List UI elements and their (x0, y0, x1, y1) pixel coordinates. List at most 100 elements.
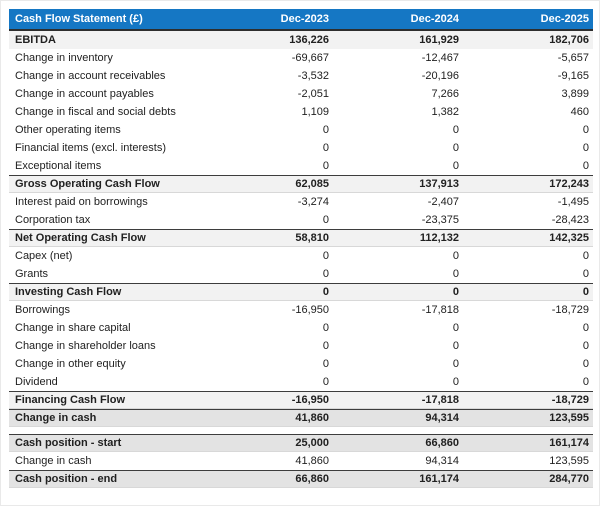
cell-value: -1,495 (557, 196, 589, 208)
row-label: Change in cash (15, 455, 92, 467)
table-row: Capex (net) 0 0 0 (9, 247, 593, 265)
cell-value: 0 (452, 268, 459, 280)
cell-value: 0 (452, 250, 459, 262)
row-label: Other operating items (15, 124, 121, 136)
cell-value: 0 (322, 286, 329, 298)
row-label: Borrowings (15, 304, 71, 316)
cell-value: 0 (322, 376, 329, 388)
cell-value: 41,860 (295, 455, 329, 467)
row-label: Corporation tax (15, 214, 91, 226)
cell-value: -28,423 (551, 214, 589, 226)
table-row: Change in account payables -2,051 7,266 … (9, 85, 593, 103)
row-label: Change in shareholder loans (15, 340, 156, 352)
column-header-dec-2025: Dec-2025 (540, 13, 589, 25)
column-header-dec-2024: Dec-2024 (410, 13, 459, 25)
cell-value: 0 (452, 142, 459, 154)
cell-value: 161,174 (419, 473, 459, 485)
table-row: Grants 0 0 0 (9, 265, 593, 283)
cell-value: 0 (452, 340, 459, 352)
row-label: Change in account receivables (15, 70, 166, 82)
cell-value: -18,729 (551, 304, 589, 316)
cell-value: 161,174 (549, 437, 589, 449)
row-label: Financial items (excl. interests) (15, 142, 166, 154)
table-row: Corporation tax 0 -23,375 -28,423 (9, 211, 593, 229)
cell-value: -23,375 (421, 214, 459, 226)
cell-value: 41,860 (295, 412, 329, 424)
cell-value: 0 (322, 268, 329, 280)
row-label: Exceptional items (15, 160, 102, 172)
cell-value: 0 (582, 142, 589, 154)
table-row: Interest paid on borrowings -3,274 -2,40… (9, 193, 593, 211)
cell-value: 0 (322, 124, 329, 136)
table-row: Borrowings -16,950 -17,818 -18,729 (9, 301, 593, 319)
table-row: Net Operating Cash Flow 58,810 112,132 1… (9, 229, 593, 247)
table-header-row: Cash Flow Statement (£) Dec-2023 Dec-202… (9, 9, 593, 31)
cell-value: 94,314 (425, 455, 459, 467)
cell-value: 0 (322, 322, 329, 334)
cell-value: 1,109 (301, 106, 329, 118)
cell-value: 182,706 (549, 34, 589, 46)
cell-value: 0 (322, 358, 329, 370)
cell-value: 0 (452, 376, 459, 388)
cell-value: 136,226 (289, 34, 329, 46)
row-label: Grants (15, 268, 49, 280)
row-label: EBITDA (15, 34, 56, 46)
table-row: Change in fiscal and social debts 1,109 … (9, 103, 593, 121)
cell-value: 0 (582, 124, 589, 136)
table-title: Cash Flow Statement (£) (15, 13, 143, 25)
cell-value: 58,810 (295, 232, 329, 244)
cell-value: 123,595 (549, 455, 589, 467)
cell-value: -12,467 (421, 52, 459, 64)
row-label: Change in other equity (15, 358, 126, 370)
cell-value: -20,196 (421, 70, 459, 82)
row-label: Dividend (15, 376, 58, 388)
cell-value: 0 (582, 322, 589, 334)
row-label: Change in share capital (15, 322, 131, 334)
cell-value: 0 (322, 160, 329, 172)
cell-value: 0 (322, 214, 329, 226)
table-row: Cash position - end 66,860 161,174 284,7… (9, 470, 593, 488)
cell-value: 62,085 (295, 178, 329, 190)
row-label: Change in inventory (15, 52, 113, 64)
cell-value: 0 (582, 286, 589, 298)
row-label: Change in fiscal and social debts (15, 106, 176, 118)
row-label: Gross Operating Cash Flow (15, 178, 160, 190)
table-row: Change in cash 41,860 94,314 123,595 (9, 452, 593, 470)
cell-value: 94,314 (425, 412, 459, 424)
table-row: Gross Operating Cash Flow 62,085 137,913… (9, 175, 593, 193)
cell-value: 284,770 (549, 473, 589, 485)
cell-value: -9,165 (557, 70, 589, 82)
row-label: Capex (net) (15, 250, 73, 262)
cell-value: -16,950 (291, 394, 329, 406)
row-label: Investing Cash Flow (15, 286, 122, 298)
cell-value: 7,266 (431, 88, 459, 100)
cell-value: 3,899 (561, 88, 589, 100)
table-row: Dividend 0 0 0 (9, 373, 593, 391)
cell-value: 0 (322, 340, 329, 352)
row-label: Interest paid on borrowings (15, 196, 148, 208)
cell-value: -3,274 (297, 196, 329, 208)
cell-value: 0 (582, 376, 589, 388)
cell-value: 460 (570, 106, 589, 118)
cell-value: 0 (582, 358, 589, 370)
table-row: Change in account receivables -3,532 -20… (9, 67, 593, 85)
cell-value: 0 (452, 160, 459, 172)
table-row: Change in inventory -69,667 -12,467 -5,6… (9, 49, 593, 67)
table-body: EBITDA 136,226 161,929 182,706 Change in… (9, 31, 593, 488)
table-row: Investing Cash Flow 0 0 0 (9, 283, 593, 301)
cell-value: 0 (582, 268, 589, 280)
row-label: Change in cash (15, 412, 97, 424)
cell-value: 0 (452, 124, 459, 136)
cell-value: 0 (452, 286, 459, 298)
section-gap (9, 427, 593, 434)
column-header-dec-2023: Dec-2023 (280, 13, 329, 25)
cell-value: 0 (582, 160, 589, 172)
cell-value: -2,407 (427, 196, 459, 208)
cell-value: -2,051 (297, 88, 329, 100)
cell-value: 0 (322, 250, 329, 262)
cell-value: -17,818 (421, 394, 459, 406)
cell-value: 137,913 (419, 178, 459, 190)
cell-value: 25,000 (295, 437, 329, 449)
table-row: Change in share capital 0 0 0 (9, 319, 593, 337)
